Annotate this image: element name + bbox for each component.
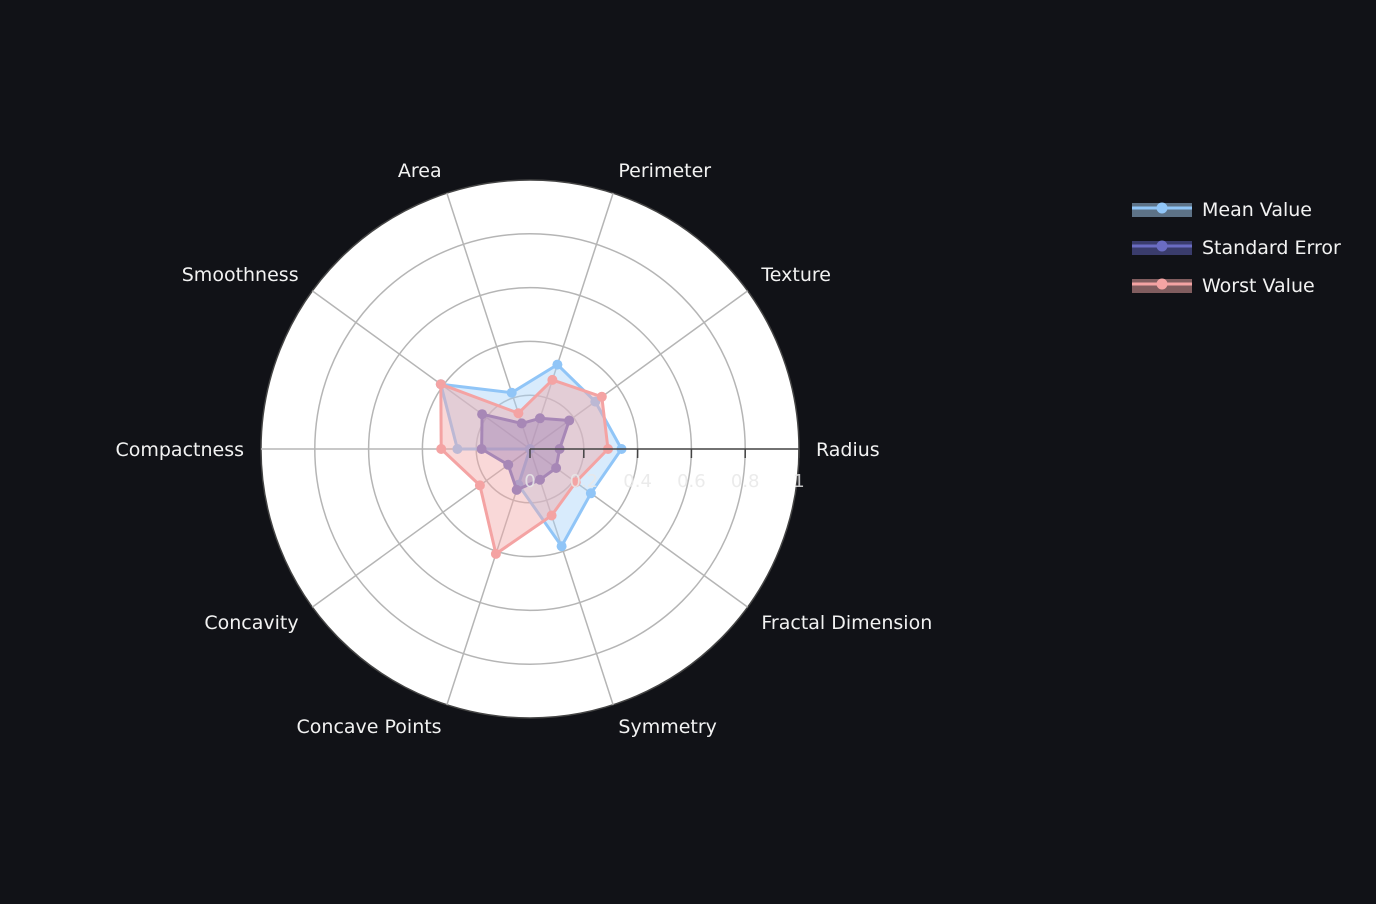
data-point	[564, 415, 575, 426]
axis-label-smoothness: Smoothness	[182, 264, 299, 286]
data-point	[585, 488, 596, 499]
data-point	[436, 444, 447, 454]
data-point	[596, 391, 607, 402]
series-mean-value	[435, 359, 627, 552]
data-point	[474, 480, 485, 491]
radial-tick-label: 0.6	[677, 471, 706, 492]
data-point	[546, 510, 557, 521]
data-point	[477, 409, 488, 420]
data-point	[547, 374, 558, 385]
axis-label-texture: Texture	[760, 264, 831, 286]
angular-axis-labels: Radius Texture Perimeter Area Smoothness Comp…	[115, 160, 932, 738]
legend-label: Standard Error	[1202, 237, 1341, 259]
legend-item[interactable]: Mean Value	[1132, 199, 1312, 221]
data-point	[516, 418, 527, 429]
axis-label-concavity: Concavity	[204, 612, 298, 634]
data-point	[476, 444, 487, 454]
data-point	[535, 413, 545, 424]
series-layer	[435, 359, 627, 559]
data-point	[490, 548, 501, 559]
spoke-line	[446, 192, 531, 450]
data-point	[570, 477, 581, 488]
radial-tick-label: 1	[793, 471, 804, 492]
data-point	[452, 444, 463, 454]
series-worst-value	[435, 374, 613, 559]
axis-label-compactness: Compactness	[115, 439, 244, 461]
axis-label-radius: Radius	[816, 439, 880, 461]
radial-tick-label: 0.8	[731, 471, 760, 492]
radial-axis: 0 0.2 0.4 0.6 0.8 1	[524, 448, 805, 492]
data-point	[552, 359, 563, 370]
spoke-line	[529, 448, 614, 706]
radial-tick-label: 0.2	[569, 471, 598, 492]
data-point	[551, 463, 562, 473]
axis-label-perimeter: Perimeter	[618, 160, 711, 182]
data-point	[513, 408, 524, 419]
spoke-line	[311, 290, 531, 450]
legend-label: Mean Value	[1202, 199, 1312, 221]
axis-label-area: Area	[398, 160, 442, 182]
radial-tick-label: 0	[524, 471, 535, 492]
legend-marker	[1156, 202, 1168, 214]
data-point	[511, 484, 522, 495]
data-point	[503, 459, 514, 470]
radial-tick-label: 0.4	[623, 471, 652, 492]
data-point	[435, 379, 446, 390]
legend[interactable]: Mean Value Standard Error Worst Value	[1132, 199, 1341, 297]
spoke-line	[311, 448, 531, 608]
legend-item[interactable]: Worst Value	[1132, 275, 1315, 297]
legend-marker	[1156, 278, 1168, 290]
legend-label: Worst Value	[1202, 275, 1315, 297]
data-point	[506, 387, 517, 398]
axis-label-concave-points: Concave Points	[297, 716, 442, 738]
axis-label-fractal-dimension: Fractal Dimension	[761, 612, 932, 634]
legend-item[interactable]: Standard Error	[1132, 237, 1341, 259]
legend-marker	[1156, 240, 1168, 252]
spoke-line	[529, 448, 749, 608]
axis-label-symmetry: Symmetry	[618, 716, 717, 738]
data-point	[535, 474, 545, 485]
spoke-line	[529, 192, 614, 450]
data-point	[556, 541, 567, 552]
